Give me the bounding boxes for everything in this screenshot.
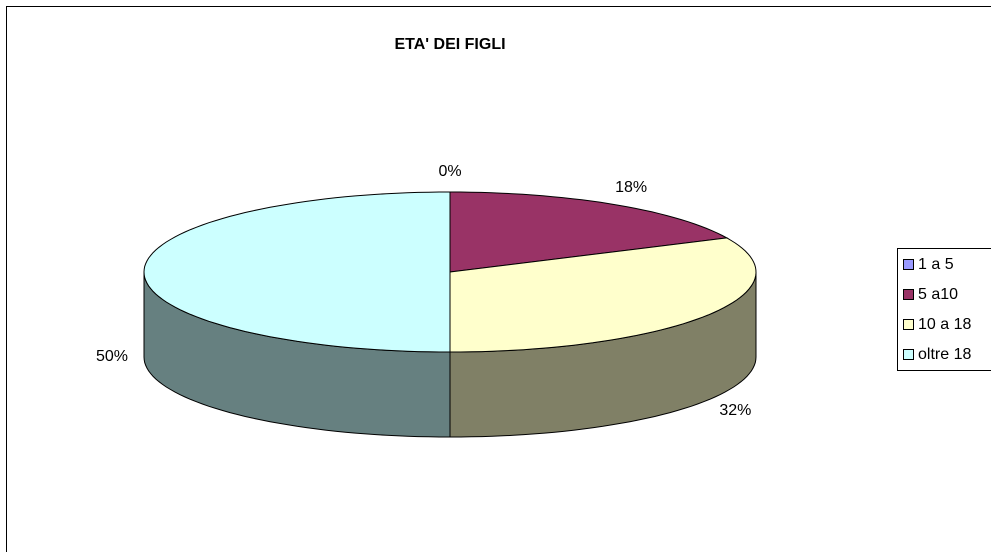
- legend-label: oltre 18: [918, 346, 971, 363]
- slice-top: [143, 191, 451, 353]
- chart-title: ETA' DEI FIGLI: [394, 36, 505, 53]
- slice-top: [449, 237, 757, 353]
- legend-label: 10 a 18: [918, 316, 971, 333]
- data-label: 18%: [615, 179, 647, 196]
- legend-swatch: [903, 259, 914, 270]
- data-label: 50%: [96, 348, 128, 365]
- legend-swatch: [903, 289, 914, 300]
- data-label: 32%: [719, 402, 751, 419]
- legend-label: 1 a 5: [918, 256, 954, 273]
- legend-swatch: [903, 319, 914, 330]
- legend-label: 5 a10: [918, 286, 958, 303]
- legend-swatch: [903, 349, 914, 360]
- slice-top: [449, 191, 729, 273]
- data-label: 0%: [438, 163, 461, 180]
